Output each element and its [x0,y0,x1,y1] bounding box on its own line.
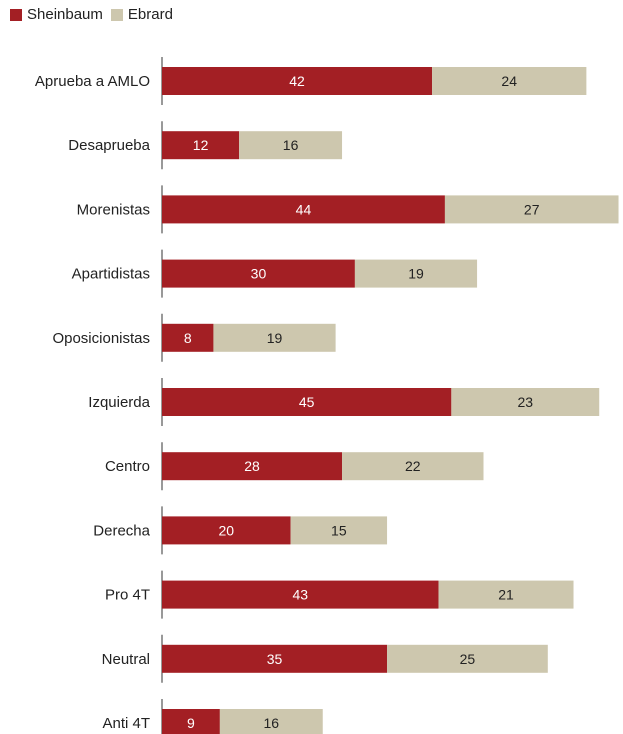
category-label-morenistas: Morenistas [77,201,150,218]
bar-sheinbaum-apartidistas [162,259,355,288]
bar-ebrard-morenistas [444,195,619,224]
bar-sheinbaum-centro [162,452,343,481]
data-label-sheinbaum-anti-4t: 9 [187,715,195,731]
category-label-centro: Centro [105,458,150,475]
legend-label-sheinbaum: Sheinbaum [27,6,103,23]
bar-ebrard-apartidistas [354,259,478,288]
data-label-sheinbaum-neutral: 35 [267,651,283,667]
data-label-ebrard-aprueba-a-amlo: 24 [501,73,517,89]
data-label-sheinbaum-apartidistas: 30 [251,266,267,282]
bar-ebrard-aprueba-a-amlo [432,67,587,95]
category-label-derecha: Derecha [93,522,150,539]
data-label-ebrard-oposicionistas: 19 [267,330,283,346]
data-label-ebrard-derecha: 15 [331,522,347,538]
bar-sheinbaum-desaprueba [162,131,240,160]
category-label-aprueba-a-amlo: Aprueba a AMLO [35,73,150,90]
category-label-anti-4t: Anti 4T [102,715,150,732]
bar-ebrard-desaprueba [239,131,343,160]
legend: Sheinbaum Ebrard [10,6,173,23]
data-label-sheinbaum-derecha: 20 [219,522,235,538]
data-label-sheinbaum-morenistas: 44 [296,201,312,217]
bar-ebrard-oposicionistas [213,323,336,352]
bar-sheinbaum-aprueba-a-amlo [162,67,433,95]
bar-sheinbaum-derecha [162,516,291,545]
category-label-neutral: Neutral [102,651,150,668]
data-label-sheinbaum-oposicionistas: 8 [184,330,192,346]
data-label-sheinbaum-izquierda: 45 [299,394,315,410]
bar-sheinbaum-pro-4t [162,580,439,609]
category-label-oposicionistas: Oposicionistas [52,330,150,347]
data-label-ebrard-anti-4t: 16 [264,715,280,731]
data-label-sheinbaum-centro: 28 [244,458,260,474]
category-label-desaprueba: Desaprueba [68,137,150,154]
legend-item-ebrard: Ebrard [110,6,173,23]
bar-ebrard-izquierda [451,388,600,416]
legend-item-sheinbaum: Sheinbaum [10,6,103,23]
bar-ebrard-anti-4t [219,709,323,734]
category-label-apartidistas: Apartidistas [72,266,150,283]
data-label-sheinbaum-pro-4t: 43 [292,587,308,603]
bar-sheinbaum-morenistas [162,195,445,224]
data-label-ebrard-centro: 22 [405,458,421,474]
data-label-ebrard-pro-4t: 21 [498,587,514,603]
category-label-pro-4t: Pro 4T [105,587,150,604]
bar-ebrard-derecha [290,516,388,545]
data-label-sheinbaum-desaprueba: 12 [193,137,209,153]
data-label-ebrard-izquierda: 23 [518,394,534,410]
legend-swatch-ebrard [110,8,123,21]
data-label-ebrard-apartidistas: 19 [408,266,424,282]
data-label-ebrard-desaprueba: 16 [283,137,299,153]
bar-ebrard-neutral [387,644,548,673]
bar-ebrard-pro-4t [438,580,574,609]
category-label-izquierda: Izquierda [88,394,150,411]
data-label-sheinbaum-aprueba-a-amlo: 42 [289,73,305,89]
data-label-ebrard-morenistas: 27 [524,201,540,217]
legend-label-ebrard: Ebrard [127,6,173,23]
legend-swatch-sheinbaum [10,8,22,21]
data-label-ebrard-neutral: 25 [460,651,476,667]
bar-sheinbaum-neutral [162,644,388,673]
bar-sheinbaum-oposicionistas [162,323,214,352]
bar-sheinbaum-anti-4t [162,709,220,734]
bar-sheinbaum-izquierda [162,388,452,416]
bar-ebrard-centro [342,452,484,481]
